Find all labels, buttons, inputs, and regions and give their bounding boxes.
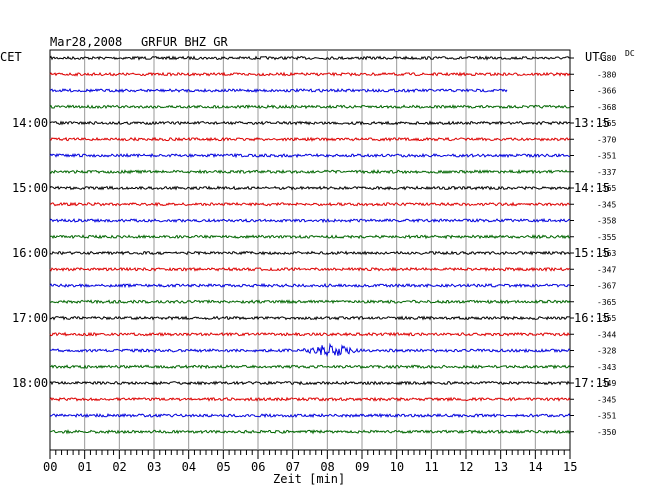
- dc-offset-label: -365: [597, 298, 616, 307]
- seismic-trace: [49, 412, 571, 419]
- dc-offset-label: -351: [597, 152, 616, 161]
- seismic-trace: [49, 120, 571, 126]
- dc-offset-label: -366: [597, 87, 616, 96]
- x-tick-label: 08: [320, 460, 334, 474]
- seismic-trace: [49, 55, 571, 61]
- labels-layer: 00 01 02 03 04 05 06 07 08 09 10 11 12 13 14 15 -380 -380…: [12, 54, 616, 474]
- x-tick-label: 04: [182, 460, 196, 474]
- right-time-label: 14:15: [574, 181, 610, 195]
- left-time-label: 15:00: [12, 181, 48, 195]
- dc-offset-label: -343: [597, 363, 616, 372]
- dc-column-label: DC: [625, 49, 635, 58]
- dc-offset-label: -337: [597, 168, 616, 177]
- seismic-trace: [49, 87, 508, 94]
- x-tick-label: 15: [563, 460, 577, 474]
- left-time-label: 16:00: [12, 246, 48, 260]
- seismic-trace: [49, 266, 571, 272]
- seismic-trace: [49, 217, 571, 224]
- left-time-label: 17:00: [12, 311, 48, 325]
- dc-offset-label: -367: [597, 282, 616, 291]
- dc-offset-label: -344: [597, 330, 616, 339]
- left-time-label: 18:00: [12, 376, 48, 390]
- seismic-trace: [49, 342, 571, 358]
- x-tick-label: 11: [424, 460, 438, 474]
- dc-offset-label: -365: [597, 119, 616, 128]
- dc-offset-label: -351: [597, 412, 616, 421]
- dc-offset-label: -365: [597, 184, 616, 193]
- seismic-trace: [49, 250, 571, 256]
- dc-offset-label: -380: [597, 54, 616, 63]
- dc-offset-label: -370: [597, 135, 616, 144]
- x-tick-label: 10: [390, 460, 404, 474]
- right-timezone-label: UTC: [585, 50, 607, 64]
- left-timezone-label: CET: [0, 50, 22, 64]
- seismic-trace: [49, 429, 571, 435]
- x-tick-label: 09: [355, 460, 369, 474]
- seismic-trace: [49, 168, 571, 175]
- seismic-trace: [49, 331, 571, 337]
- dc-offset-label: -355: [597, 233, 616, 242]
- x-tick-label: 05: [216, 460, 230, 474]
- seismic-trace: [49, 136, 571, 142]
- seismic-trace: [49, 152, 570, 159]
- dc-offset-label: -328: [597, 347, 616, 356]
- right-time-label: 13:15: [574, 116, 610, 130]
- x-tick-label: 06: [251, 460, 265, 474]
- chart-title-date: Mar28,2008: [50, 35, 122, 49]
- x-tick-label: 01: [78, 460, 92, 474]
- x-tick-label: 07: [286, 460, 300, 474]
- dc-offset-label: -355: [597, 314, 616, 323]
- dc-offset-label: -345: [597, 200, 616, 209]
- grid-layer: [49, 49, 574, 459]
- x-tick-label: 12: [459, 460, 473, 474]
- dc-offset-label: -368: [597, 103, 616, 112]
- plot-frame: [49, 49, 571, 451]
- right-time-label: 15:15: [574, 246, 610, 260]
- right-time-label: 17:15: [574, 376, 610, 390]
- seismic-trace: [49, 71, 571, 77]
- dc-offset-label: -363: [597, 249, 616, 258]
- traces-layer: [49, 55, 571, 435]
- x-axis-label: Zeit [min]: [273, 472, 345, 486]
- left-time-label: 14:00: [12, 116, 48, 130]
- dc-offset-label: -349: [597, 379, 616, 388]
- x-tick-label: 00: [43, 460, 57, 474]
- seismic-trace: [49, 201, 571, 207]
- dc-offset-label: -380: [597, 70, 616, 79]
- seismic-trace: [49, 185, 571, 191]
- seismic-trace: [49, 315, 571, 321]
- dc-offset-label: -358: [597, 217, 616, 226]
- x-tick-label: 14: [528, 460, 542, 474]
- x-tick-label: 13: [494, 460, 508, 474]
- dc-offset-label: -350: [597, 428, 616, 437]
- seismic-trace: [49, 380, 571, 386]
- seismic-trace: [49, 396, 571, 402]
- seismic-trace: [49, 104, 571, 110]
- seismic-trace: [49, 299, 571, 305]
- right-time-label: 16:15: [574, 311, 610, 325]
- chart-title-station: GRFUR BHZ GR: [141, 35, 228, 49]
- dc-offset-label: -347: [597, 265, 616, 274]
- seismic-trace: [49, 364, 571, 370]
- seismic-trace: [49, 282, 571, 289]
- seismic-trace: [49, 234, 571, 240]
- x-tick-label: 02: [112, 460, 126, 474]
- x-tick-label: 03: [147, 460, 161, 474]
- dc-offset-label: -345: [597, 395, 616, 404]
